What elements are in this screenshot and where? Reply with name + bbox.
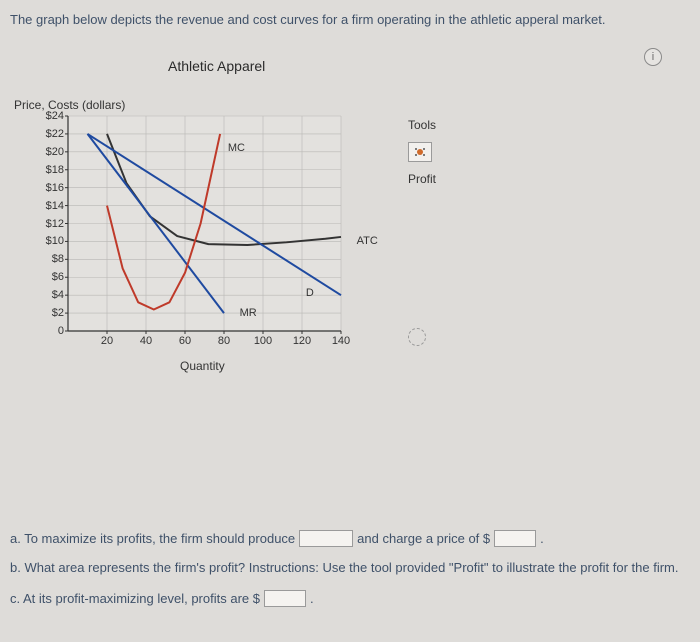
question-a: a. To maximize its profits, the firm sho… [10, 530, 544, 547]
curve-label-d: D [306, 287, 314, 299]
y-tick: $12 [32, 218, 64, 230]
question-a-pre: a. To maximize its profits, the firm sho… [10, 531, 295, 546]
curve-label-mr: MR [240, 307, 257, 319]
y-tick: $24 [32, 110, 64, 122]
curve-label-mc: MC [228, 142, 245, 154]
profit-input[interactable] [264, 590, 306, 607]
chart-svg[interactable] [68, 116, 341, 331]
x-tick: 140 [329, 335, 353, 347]
y-tick: $2 [32, 307, 64, 319]
x-tick: 60 [173, 335, 197, 347]
question-b: b. What area represents the firm's profi… [10, 560, 679, 575]
y-tick: $16 [32, 182, 64, 194]
info-icon[interactable]: i [644, 48, 662, 66]
chart-title: Athletic Apparel [168, 58, 265, 74]
x-tick: 120 [290, 335, 314, 347]
x-axis-label: Quantity [180, 359, 225, 373]
y-tick: $14 [32, 200, 64, 212]
y-tick: $22 [32, 128, 64, 140]
price-input[interactable] [494, 530, 536, 547]
y-axis-label: Price, Costs (dollars) [14, 98, 125, 112]
x-tick: 20 [95, 335, 119, 347]
y-tick: $10 [32, 235, 64, 247]
question-c: c. At its profit-maximizing level, profi… [10, 590, 314, 607]
tools-title: Tools [408, 118, 436, 132]
x-tick: 80 [212, 335, 236, 347]
tools-panel: Tools Profit [408, 118, 436, 186]
question-c-end: . [310, 591, 314, 606]
y-tick: $4 [32, 289, 64, 301]
y-tick: $20 [32, 146, 64, 158]
y-tick: $6 [32, 271, 64, 283]
reset-icon[interactable] [408, 328, 426, 346]
question-b-text: b. What area represents the firm's profi… [10, 560, 679, 575]
prompt-text: The graph below depicts the revenue and … [10, 12, 605, 27]
x-tick: 100 [251, 335, 275, 347]
profit-tool-label: Profit [408, 172, 436, 186]
question-a-end: . [540, 531, 544, 546]
profit-tool-button[interactable] [408, 142, 432, 162]
profit-tool-icon [417, 149, 423, 155]
question-a-mid: and charge a price of $ [357, 531, 490, 546]
quantity-input[interactable] [299, 530, 353, 547]
question-c-pre: c. At its profit-maximizing level, profi… [10, 591, 260, 606]
y-tick: 0 [32, 325, 64, 337]
x-tick: 40 [134, 335, 158, 347]
curve-label-atc: ATC [357, 235, 378, 247]
y-tick: $18 [32, 164, 64, 176]
y-tick: $8 [32, 253, 64, 265]
